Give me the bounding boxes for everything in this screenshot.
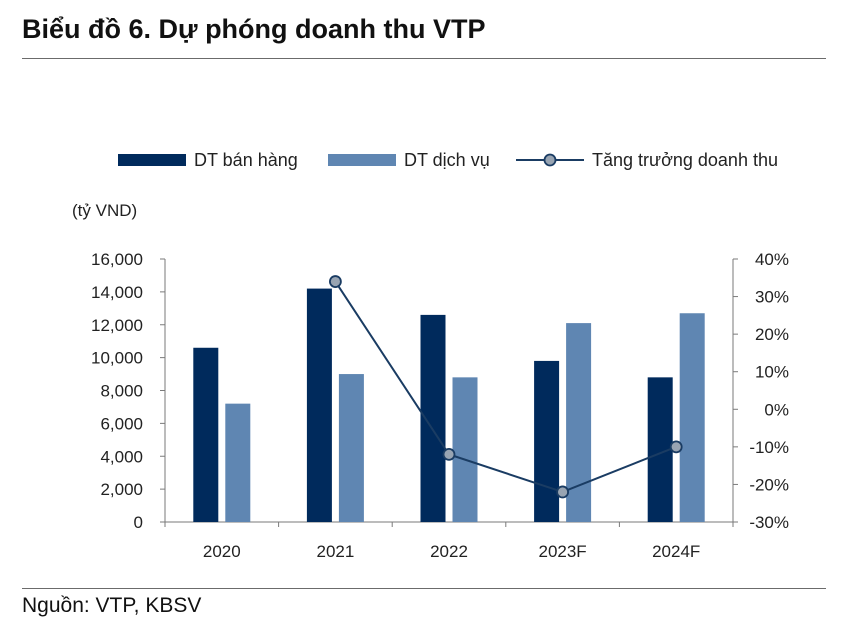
growth-point	[669, 440, 683, 454]
title-divider	[22, 58, 826, 59]
bar-dt-dich-vu	[452, 377, 478, 522]
bar-dt-dich-vu	[338, 374, 364, 522]
source-note: Nguồn: VTP, KBSV	[22, 594, 202, 617]
legend-swatch-dt-dich-vu	[328, 154, 396, 166]
growth-point	[442, 447, 456, 461]
bar-dt-ban-hang	[306, 288, 332, 522]
axes: 0 2,000 4,000 6,000 8,000 10,000 12,000 14,000 1…	[91, 250, 789, 561]
y-left-tick-label: 14,000	[91, 283, 143, 302]
source-divider	[22, 588, 826, 589]
legend-label-dt-dich-vu: DT dịch vụ	[404, 150, 490, 170]
y-right-tick-label: -30%	[749, 513, 789, 532]
y-right-tick-label: 30%	[755, 288, 789, 307]
y-left-tick-label: 12,000	[91, 316, 143, 335]
y-left-tick-label: 6,000	[100, 414, 143, 433]
y-right-tick-label: -20%	[749, 475, 789, 494]
legend-swatch-dt-ban-hang	[118, 154, 186, 166]
growth-point	[556, 485, 569, 499]
y-left-tick-label: 8,000	[100, 382, 143, 401]
bar-dt-ban-hang	[534, 360, 560, 522]
y-left-tick-label: 4,000	[100, 447, 143, 466]
y-right-tick-label: 10%	[755, 363, 789, 382]
y-left-tick-label: 2,000	[100, 480, 143, 499]
y-left-tick-label: 16,000	[91, 250, 143, 269]
x-tick-label: 2023F	[538, 542, 586, 561]
growth-line-path	[334, 280, 677, 494]
legend-label-tang-truong: Tăng trưởng doanh thu	[592, 150, 778, 170]
bar-dt-dich-vu	[225, 403, 251, 522]
y-right-tick-label: -10%	[749, 438, 789, 457]
y-right-tick-label: 0%	[764, 400, 789, 419]
y-left-tick-label: 10,000	[91, 349, 143, 368]
y-axis-unit-label: (tỷ VND)	[72, 201, 137, 220]
y-right-tick-label: 40%	[755, 250, 789, 269]
x-tick-label: 2021	[316, 542, 354, 561]
growth-line	[328, 275, 683, 499]
x-tick-label: 2024F	[652, 542, 700, 561]
bar-dt-dich-vu	[566, 323, 592, 522]
growth-point	[328, 275, 342, 288]
bars	[193, 288, 705, 522]
chart-title: Biểu đồ 6. Dự phóng doanh thu VTP	[22, 14, 486, 44]
legend-label-dt-ban-hang: DT bán hàng	[194, 150, 298, 170]
bar-dt-dich-vu	[679, 313, 705, 522]
y-left-tick-label: 0	[134, 513, 143, 532]
legend-swatch-growth-marker	[543, 153, 557, 167]
x-tick-label: 2020	[203, 542, 241, 561]
bar-dt-ban-hang	[193, 347, 219, 522]
y-right-tick-label: 20%	[755, 325, 789, 344]
x-tick-label: 2022	[430, 542, 468, 561]
legend: DT bán hàng DT dịch vụ Tăng trưởng doanh t…	[118, 150, 778, 170]
